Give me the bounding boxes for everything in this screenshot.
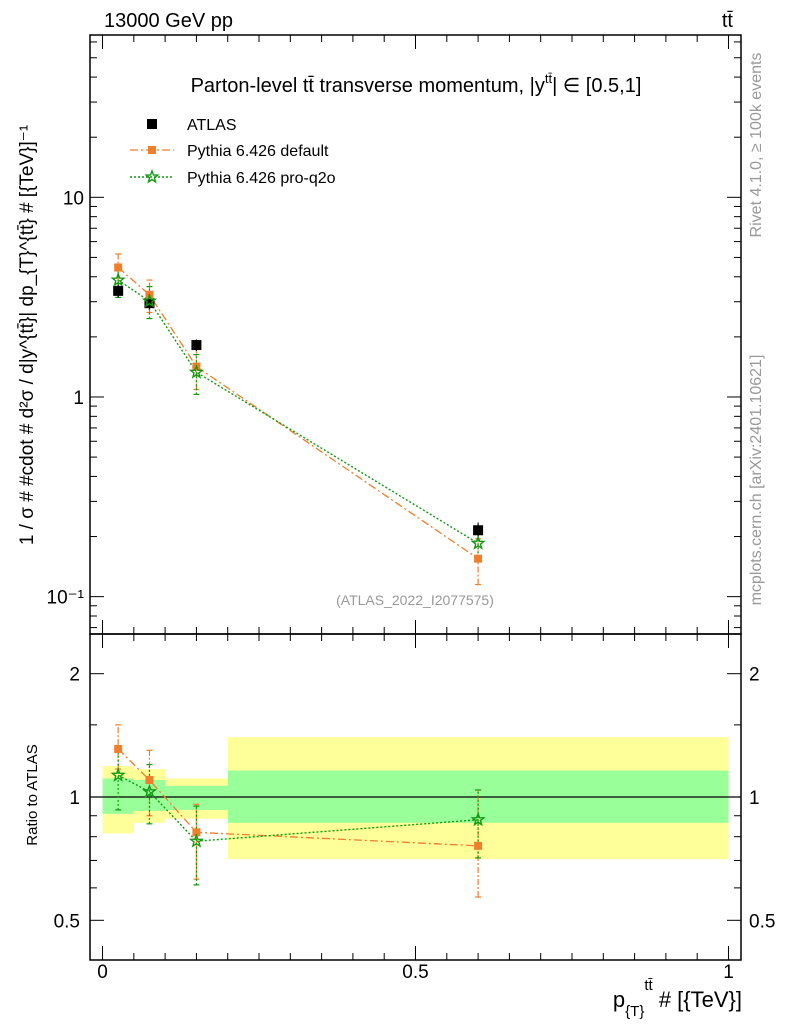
legend-atlas-marker bbox=[147, 119, 157, 129]
x-axis-label-sup: tt̄ bbox=[644, 977, 653, 994]
legend-label: ATLAS bbox=[187, 117, 237, 134]
title-middle: transverse momentum, |y bbox=[314, 75, 545, 97]
x-tick-label: 0.5 bbox=[402, 962, 428, 983]
ratio-y-tick-label: 0.5 bbox=[54, 911, 80, 932]
main-title: Parton-level tt̄ transverse momentum, |y… bbox=[191, 71, 642, 97]
process-label: tt̄ bbox=[722, 10, 734, 32]
pythia-default-point bbox=[474, 554, 483, 563]
ratio-panel: 0.5 0.5 1 1 2 2 0 0.5 1 Ratio to ATLAS p{T}tt̄ #… bbox=[24, 633, 775, 1020]
title-suffix: | ∈ [0.5,1] bbox=[552, 75, 641, 97]
pythia-pro-q2o-line bbox=[117, 279, 479, 544]
ratio-pythia-default-point bbox=[114, 744, 123, 753]
ratio-y-axis-label: Ratio to ATLAS bbox=[24, 744, 41, 845]
ratio-y-tick-label: 2 bbox=[69, 665, 80, 686]
main-y-tick-label: 10⁻¹ bbox=[47, 588, 85, 609]
ratio-pythia-pro-q2o-point bbox=[188, 833, 205, 848]
ratio-pythia-pro-q2o-line bbox=[117, 774, 479, 842]
pythia-pro-q2o-point bbox=[141, 293, 158, 308]
pythia-default-point bbox=[114, 263, 123, 272]
rivet-version-label: Rivet 4.1.0, ≥ 100k events bbox=[748, 53, 765, 238]
ratio-pythia-default-point bbox=[192, 828, 201, 837]
legend-pythia-default-marker bbox=[148, 146, 156, 154]
ratio-pythia-default-point bbox=[145, 776, 154, 785]
mcplots-label: mcplots.cern.ch [arXiv:2401.10621] bbox=[748, 355, 765, 606]
legend-label: Pythia 6.426 default bbox=[187, 143, 329, 160]
ratio-pythia-pro-q2o-point bbox=[141, 783, 158, 799]
ratio-pythia-pro-q2o-point bbox=[110, 767, 126, 782]
legend-pythia-pro-q2o-marker bbox=[144, 169, 160, 184]
x-axis-label: p{T}tt̄ # [{TeV}] bbox=[613, 977, 742, 1020]
pythia-pro-q2o-point bbox=[110, 272, 126, 287]
main-y-tick-label: 10 bbox=[63, 188, 84, 209]
ratio-pythia-default-point bbox=[474, 841, 483, 850]
x-tick-label: 1 bbox=[723, 962, 734, 983]
x-axis-label-sub: {T} bbox=[625, 1003, 644, 1020]
ratio-y-tick-label-right: 0.5 bbox=[749, 911, 775, 932]
main-y-tick-label: 1 bbox=[73, 388, 84, 409]
pythia-pro-q2o-point bbox=[470, 535, 486, 550]
pythia-pro-q2o-point bbox=[188, 364, 205, 379]
atlas-data-point bbox=[113, 285, 124, 296]
title-sup: tt̄ bbox=[545, 71, 553, 86]
x-tick-label: 0 bbox=[97, 962, 108, 983]
legend-label: Pythia 6.426 pro-q2o bbox=[187, 170, 336, 187]
ratio-pythia-default-line bbox=[117, 748, 479, 847]
ratio-pythia-pro-q2o-point bbox=[470, 811, 486, 827]
x-axis-label-main: p bbox=[613, 987, 625, 1012]
ratio-y-tick-label-right: 1 bbox=[749, 788, 760, 809]
ratio-y-tick-label: 1 bbox=[69, 788, 80, 809]
analysis-id-label: (ATLAS_2022_I2077575) bbox=[336, 592, 494, 608]
atlas-data-point bbox=[191, 340, 202, 351]
energy-label: 13000 GeV pp bbox=[104, 10, 233, 32]
atlas-data-point bbox=[473, 525, 484, 536]
title-tt: tt̄ bbox=[303, 75, 315, 97]
title-prefix: Parton-level bbox=[191, 75, 303, 97]
x-axis-label-rest: # [{TeV}] bbox=[653, 987, 742, 1012]
main-panel: 10⁻¹ 1 10 ATLAS Pythia 6.426 default Pythia … bbox=[17, 34, 742, 635]
pythia-default-line bbox=[117, 267, 479, 560]
main-y-axis-label: 1 / σ # #cdot # d²σ / d|y^{tt̄}| dp_{T}^… bbox=[17, 125, 38, 545]
ratio-y-tick-label-right: 2 bbox=[749, 665, 760, 686]
